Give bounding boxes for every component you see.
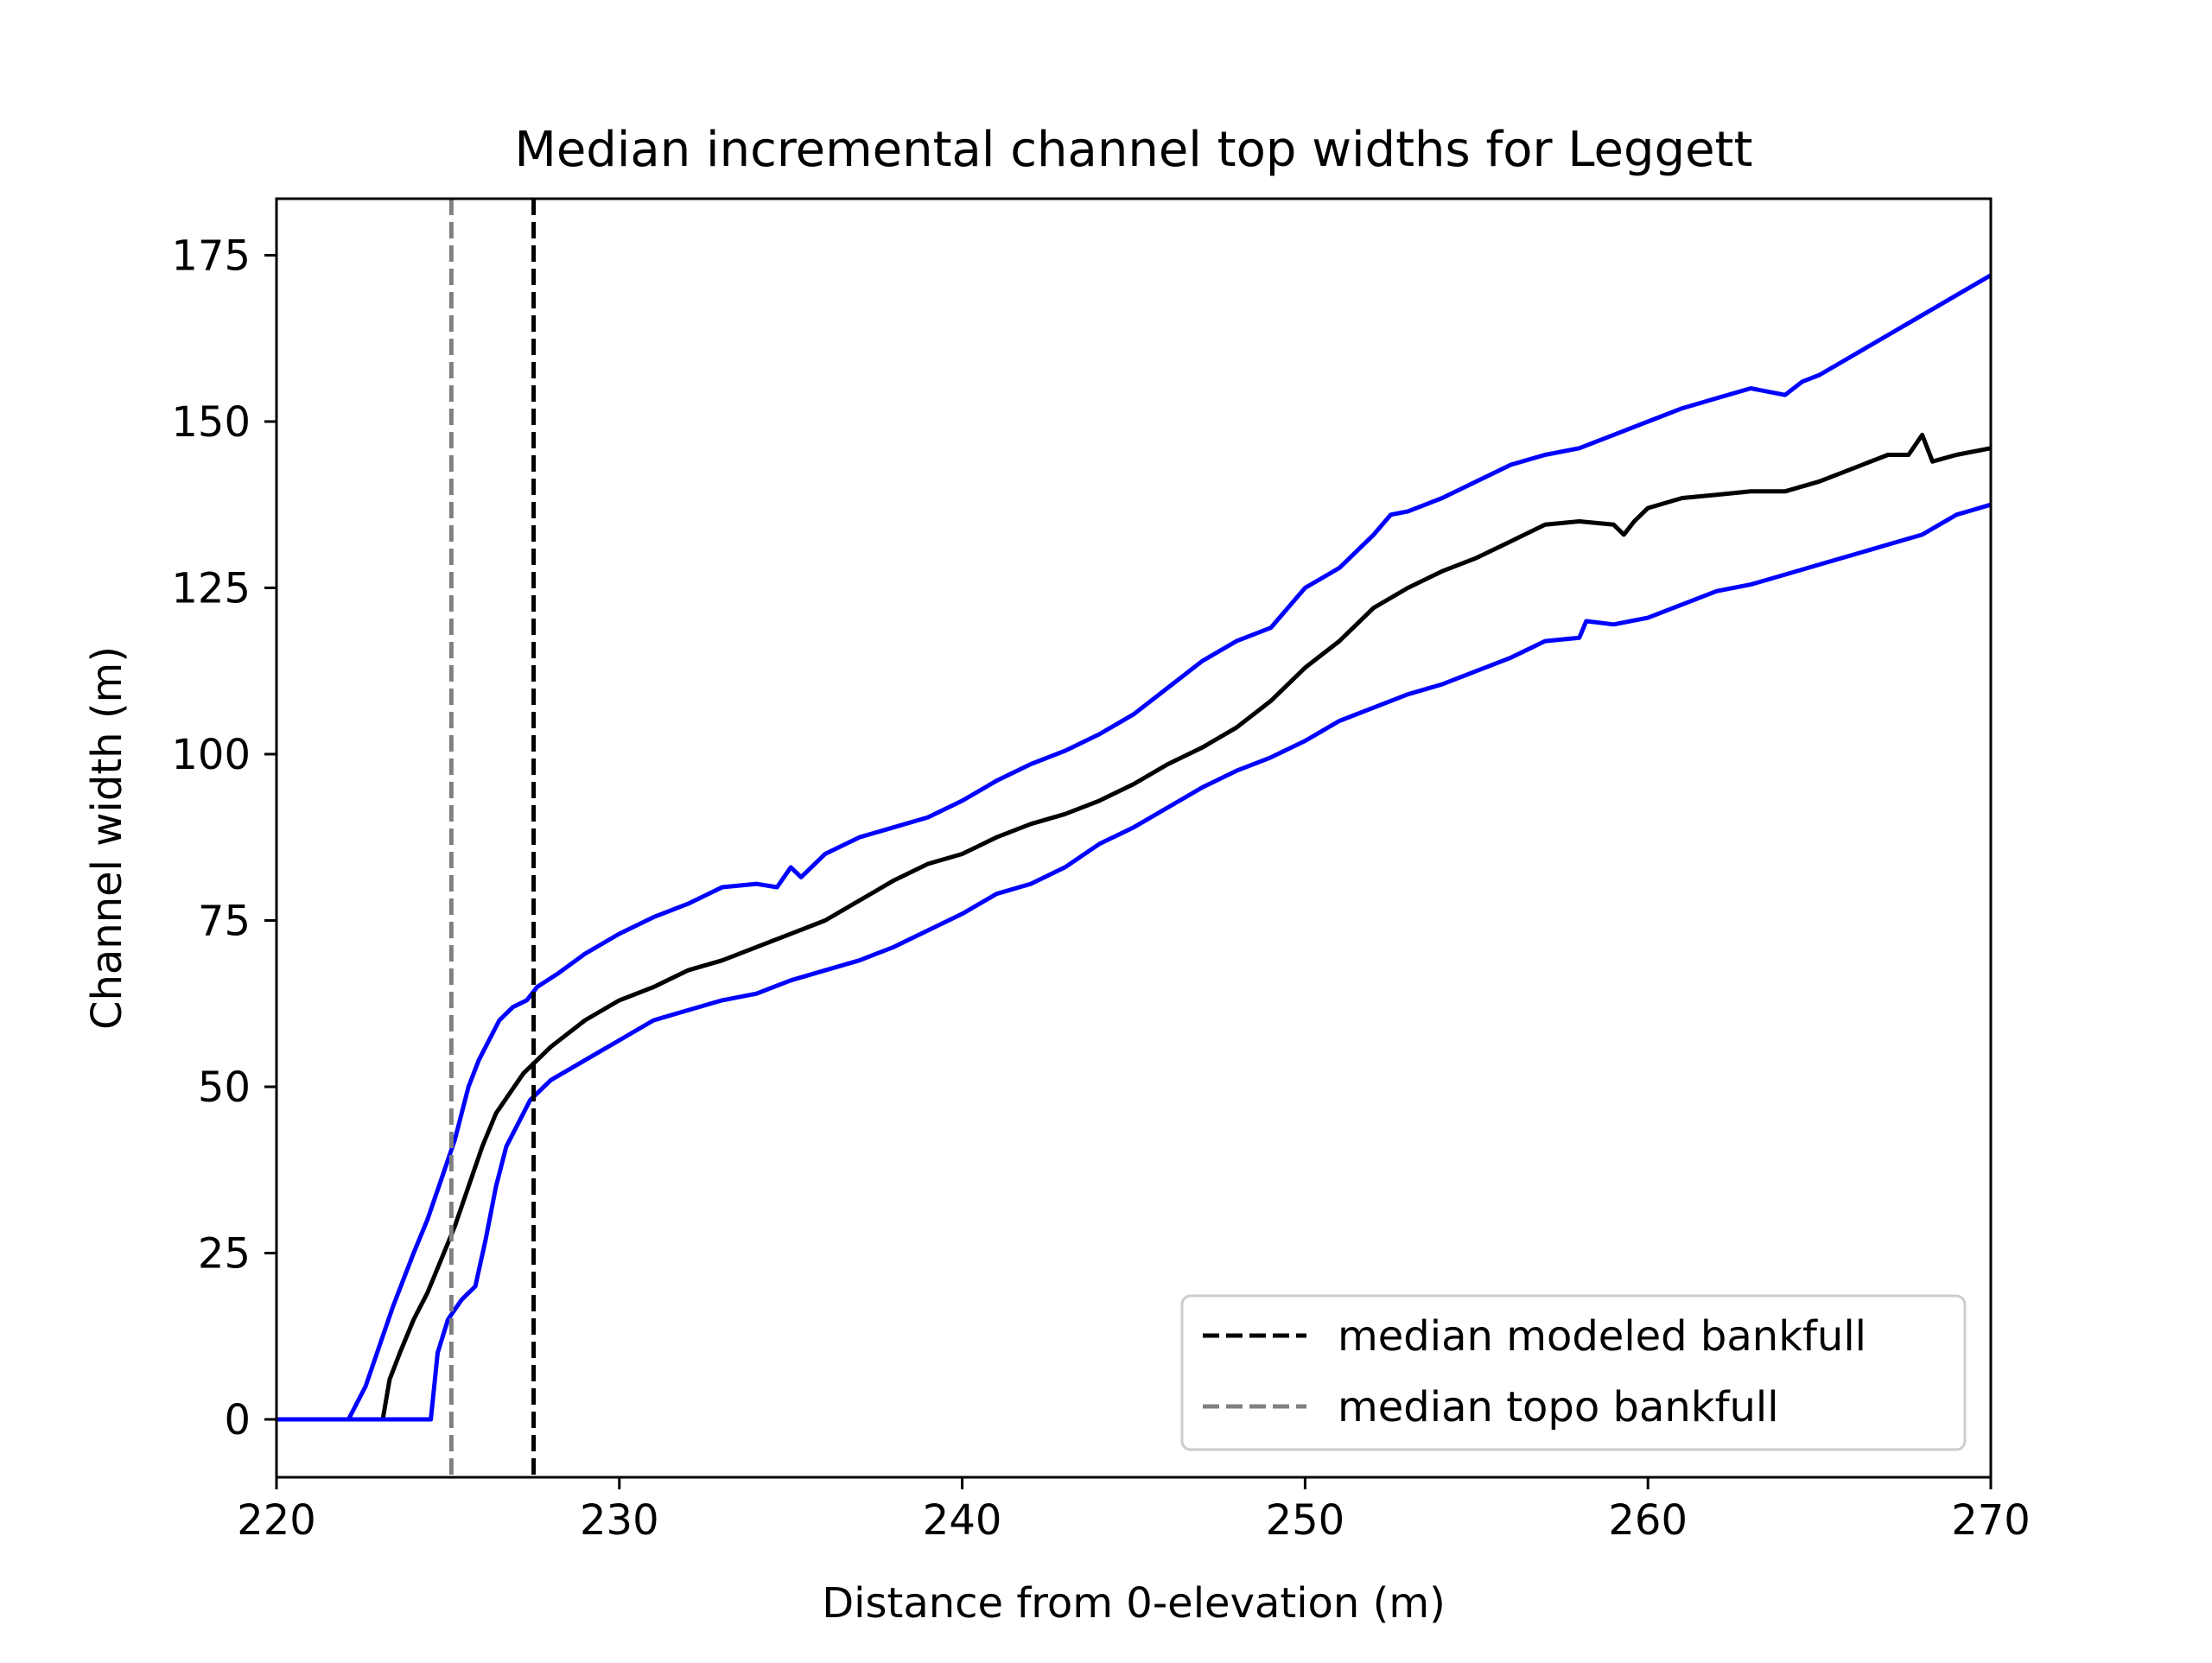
y-tick-label: 150	[171, 398, 251, 447]
plot-frame	[275, 197, 1993, 1479]
y-tick-label: 175	[171, 232, 251, 280]
y-tick-label: 25	[198, 1229, 251, 1278]
y-axis-label: Channel width (m)	[83, 646, 131, 1030]
y-tick-label: 125	[171, 564, 251, 613]
x-axis-label: Distance from 0-elevation (m)	[822, 1579, 1446, 1628]
x-tick-label: 220	[237, 1496, 316, 1545]
y-tick-label: 100	[171, 731, 251, 779]
series-layer	[276, 273, 1993, 1422]
legend-label-modeled-bankfull: median modeled bankfull	[1338, 1312, 1866, 1361]
y-tick-label: 0	[224, 1396, 251, 1444]
x-tick-label: 240	[923, 1496, 1002, 1545]
legend: median modeled bankfull median topo bank…	[1180, 1294, 1967, 1451]
x-tick-label: 270	[1951, 1496, 2031, 1545]
x-axis-ticks: 220 230 240 250 260 270	[237, 1477, 2031, 1545]
series-line-lower-bound	[276, 502, 1992, 1422]
chart-title: Median incremental channel top widths fo…	[515, 122, 1753, 178]
x-tick-label: 250	[1266, 1496, 1345, 1545]
legend-box	[1180, 1294, 1967, 1451]
y-tick-label: 50	[198, 1063, 251, 1112]
y-axis-ticks: 0 25 50 75 100 125 150 175	[171, 232, 276, 1444]
legend-label-topo-bankfull: median topo bankfull	[1338, 1383, 1779, 1431]
plot-area	[276, 199, 1991, 1477]
reference-line-layer	[448, 199, 537, 1477]
x-tick-label: 230	[580, 1496, 659, 1545]
series-line-median	[380, 432, 1992, 1420]
series-line-upper-bound	[276, 273, 1993, 1422]
y-tick-label: 75	[198, 897, 251, 945]
x-tick-label: 260	[1608, 1496, 1688, 1545]
